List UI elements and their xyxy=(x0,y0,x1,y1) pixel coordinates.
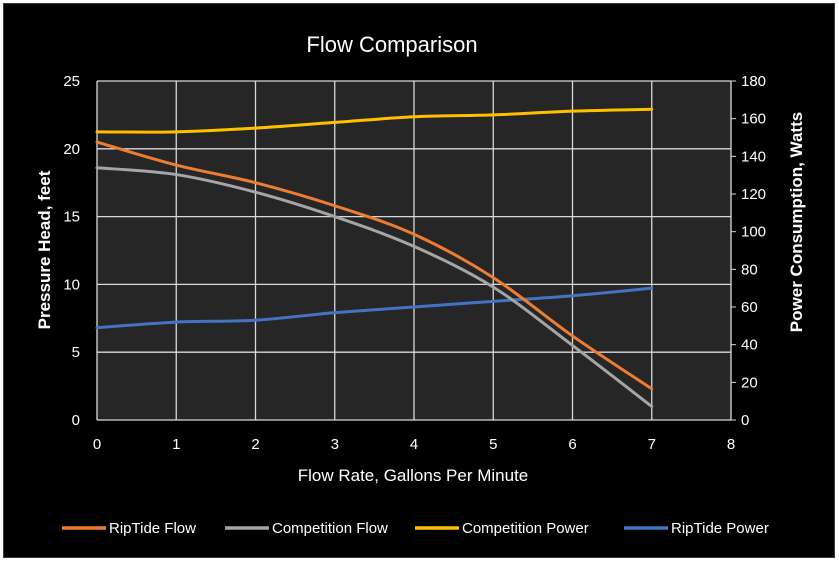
legend-label-riptide-flow: RipTide Flow xyxy=(109,520,196,537)
right-tick-label: 20 xyxy=(741,374,758,391)
x-tick-label: 6 xyxy=(568,436,576,453)
left-tick-label: 0 xyxy=(72,412,80,429)
x-tick-label: 5 xyxy=(489,436,497,453)
series-line-competition-flow xyxy=(95,166,654,408)
series-line-riptide-power xyxy=(95,286,654,330)
left-tick-label: 10 xyxy=(63,276,80,293)
x-tick-label: 7 xyxy=(648,436,656,453)
legend-label-competition-power: Competition Power xyxy=(462,520,589,537)
x-axis-ticks: 0 1 2 3 4 5 6 7 8 xyxy=(93,436,735,453)
series-lines xyxy=(95,107,654,408)
left-tick-label: 20 xyxy=(63,141,80,158)
left-axis-ticks: 0 5 10 15 20 25 xyxy=(63,73,80,429)
right-tick-label: 40 xyxy=(741,337,758,354)
right-axis-ticks: 0 20 40 60 80 100 120 140 160 180 xyxy=(731,73,766,429)
legend: RipTide Flow Competition Flow Competition … xyxy=(62,520,769,537)
x-tick-label: 3 xyxy=(331,436,339,453)
left-tick-label: 5 xyxy=(72,344,80,361)
gridlines xyxy=(96,80,732,421)
right-tick-label: 140 xyxy=(741,148,766,165)
x-axis-label: Flow Rate, Gallons Per Minute xyxy=(298,466,529,485)
x-tick-label: 0 xyxy=(93,436,101,453)
left-tick-label: 15 xyxy=(63,209,80,226)
x-tick-label: 8 xyxy=(727,436,735,453)
right-tick-label: 0 xyxy=(741,412,749,429)
series-line-competition-power xyxy=(95,107,654,134)
y-axis-left-label: Pressure Head, feet xyxy=(35,170,54,329)
right-tick-label: 160 xyxy=(741,111,766,128)
left-tick-label: 25 xyxy=(63,73,80,90)
x-tick-label: 4 xyxy=(410,436,418,453)
legend-label-competition-flow: Competition Flow xyxy=(272,520,388,537)
right-tick-label: 60 xyxy=(741,299,758,316)
right-tick-label: 180 xyxy=(741,73,766,90)
chart-title: Flow Comparison xyxy=(306,32,477,57)
x-tick-label: 1 xyxy=(172,436,180,453)
right-tick-label: 80 xyxy=(741,261,758,278)
series-line-riptide-flow xyxy=(95,140,654,391)
right-tick-label: 120 xyxy=(741,186,766,203)
right-tick-label: 100 xyxy=(741,224,766,241)
y-axis-right-label: Power Consumption, Watts xyxy=(787,112,806,332)
x-tick-label: 2 xyxy=(251,436,259,453)
legend-label-riptide-power: RipTide Power xyxy=(671,520,769,537)
